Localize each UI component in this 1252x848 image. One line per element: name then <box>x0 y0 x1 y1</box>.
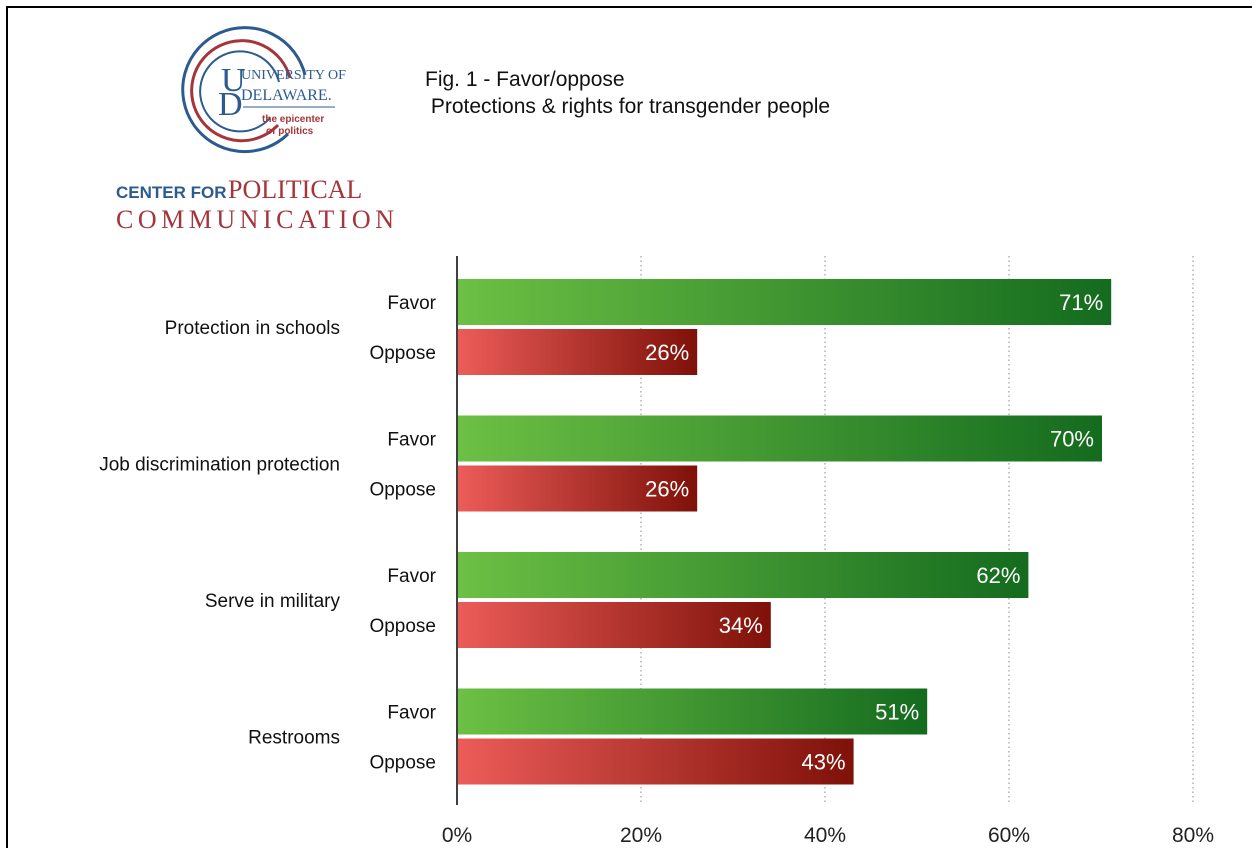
logo-u-letter: U <box>221 62 246 99</box>
bar-favor <box>458 279 1112 325</box>
series-label: Favor <box>387 430 436 451</box>
logo-d-letter: D <box>218 86 243 123</box>
bar-oppose <box>458 602 771 648</box>
x-tick-label: 60% <box>988 824 1030 847</box>
bar-oppose <box>458 738 854 785</box>
logo-tagline-line2: of politics <box>266 126 314 137</box>
logo-tagline-line1: the epicenter <box>262 114 324 125</box>
series-label: Favor <box>387 566 436 587</box>
x-tick-label: 0% <box>442 824 472 847</box>
logo-political: POLITICAL <box>228 175 362 204</box>
chart-title-line1: Fig. 1 - Favor/oppose <box>425 68 625 91</box>
data-label: 62% <box>976 563 1020 588</box>
series-label: Oppose <box>369 480 436 501</box>
chart-title: Fig. 1 - Favor/oppose Protections & righ… <box>425 66 830 120</box>
series-label: Oppose <box>369 616 436 637</box>
category-label: Protection in schools <box>165 318 340 339</box>
category-label: Job discrimination protection <box>99 455 340 476</box>
series-label: Favor <box>387 703 436 724</box>
bar-oppose <box>458 465 698 512</box>
data-label: 71% <box>1059 290 1103 315</box>
data-label: 34% <box>719 613 763 638</box>
series-label: Oppose <box>369 753 436 774</box>
chart-title-line2: Protections & rights for transgender peo… <box>425 95 831 118</box>
logo-university-text: UNIVERSITY OF <box>241 68 346 83</box>
bar-favor <box>458 688 928 735</box>
university-logo: U D UNIVERSITY OF DELAWARE. the epicente… <box>116 26 394 234</box>
series-label: Oppose <box>369 343 436 364</box>
data-label: 26% <box>645 340 689 365</box>
category-label: Restrooms <box>248 728 340 749</box>
x-tick-label: 20% <box>620 824 662 847</box>
data-label: 43% <box>802 750 846 775</box>
data-label: 70% <box>1050 427 1094 452</box>
data-label: 26% <box>645 477 689 502</box>
bar-favor <box>458 415 1102 462</box>
x-tick-label: 40% <box>804 824 846 847</box>
figure-frame <box>6 6 1252 848</box>
category-label: Serve in military <box>205 591 341 612</box>
logo-delaware-text: DELAWARE. <box>241 87 332 104</box>
x-tick-label: 80% <box>1172 824 1214 847</box>
data-label: 51% <box>875 700 919 725</box>
logo-center-for: CENTER FOR <box>116 183 227 202</box>
series-label: Favor <box>387 293 436 314</box>
bar-oppose <box>458 329 698 375</box>
bar-favor <box>458 552 1029 598</box>
